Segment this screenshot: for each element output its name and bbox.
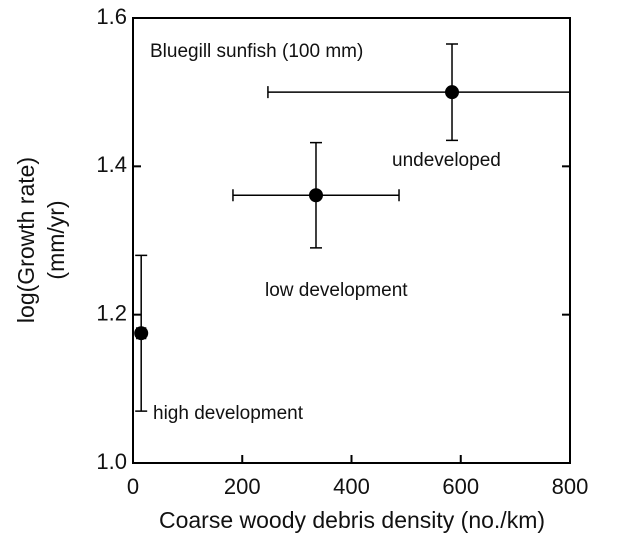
x-tick-label: 400 [333, 474, 370, 499]
x-axis-label: Coarse woody debris density (no./km) [159, 507, 545, 533]
point [445, 85, 460, 100]
point [308, 188, 323, 203]
x-error-bar [267, 86, 570, 99]
y-tick-label: 1.6 [96, 4, 127, 29]
x-tick-label: 800 [552, 474, 589, 499]
y-tick-label: 1.4 [96, 152, 127, 177]
annotation: high development [153, 403, 304, 424]
annotation: undeveloped [392, 150, 501, 171]
point [134, 326, 149, 341]
y-axis-label-line: log(Growth rate) [13, 157, 39, 323]
x-tick-label: 0 [127, 474, 139, 499]
annotation: low development [265, 280, 408, 301]
y-axis-label-line: (mm/yr) [43, 200, 69, 279]
x-tick-label: 200 [224, 474, 261, 499]
y-tick-label: 1.2 [96, 300, 127, 325]
y-tick-label: 1.0 [96, 449, 127, 474]
annotation: Bluegill sunfish (100 mm) [150, 41, 363, 62]
x-tick-label: 600 [442, 474, 479, 499]
y-axis-label: log(Growth rate) (mm/yr) [13, 157, 69, 323]
plot-frame [132, 17, 571, 464]
